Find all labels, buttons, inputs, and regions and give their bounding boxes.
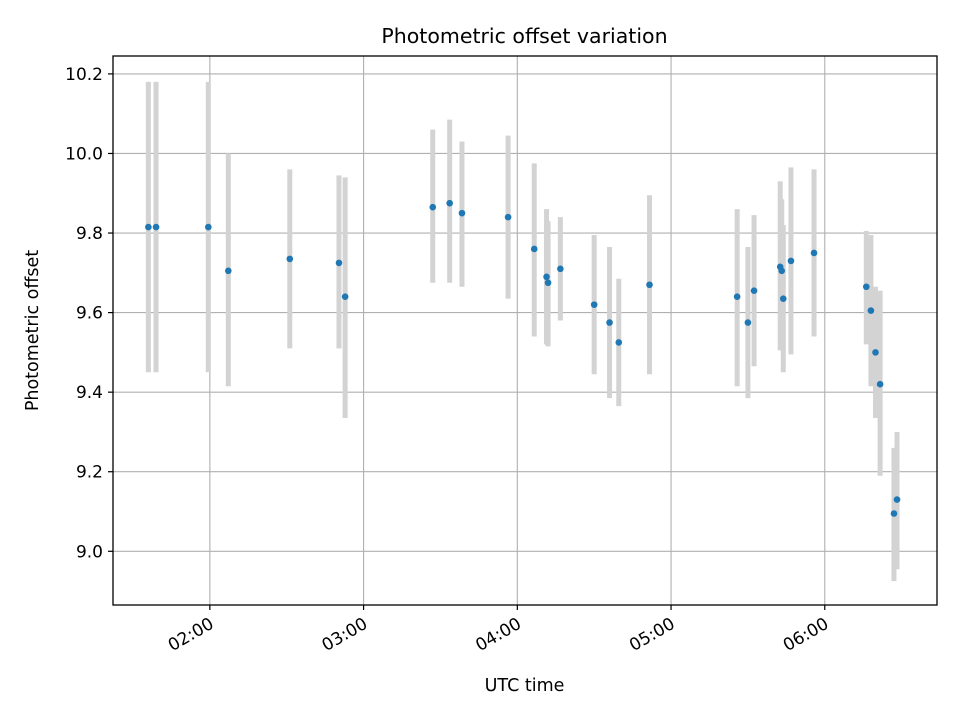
chart-title: Photometric offset variation xyxy=(381,24,667,48)
data-point xyxy=(750,287,758,295)
data-point xyxy=(779,295,787,302)
data-point xyxy=(530,245,538,253)
data-point xyxy=(544,279,552,287)
y-tick-label: 10.0 xyxy=(65,144,103,164)
data-point xyxy=(152,223,160,231)
data-point xyxy=(205,223,212,231)
grid xyxy=(113,56,937,605)
data-point xyxy=(862,283,870,291)
data-point xyxy=(893,496,901,503)
y-tick-label: 9.0 xyxy=(76,542,103,562)
data-point xyxy=(872,349,879,356)
data-point xyxy=(590,301,598,308)
data-point xyxy=(867,307,875,314)
data-point xyxy=(787,257,795,265)
y-tick-label: 10.2 xyxy=(65,65,103,85)
x-axis-title: UTC time xyxy=(485,676,565,696)
data-point xyxy=(744,319,752,326)
data-point xyxy=(504,213,512,221)
data-points xyxy=(145,199,901,517)
data-point xyxy=(615,339,623,346)
data-point xyxy=(145,223,152,231)
data-point xyxy=(286,255,294,263)
data-point xyxy=(446,199,453,207)
data-point xyxy=(810,249,818,257)
data-point xyxy=(543,273,550,281)
y-axis-title: Photometric offset xyxy=(23,250,43,411)
plot-frame xyxy=(112,55,938,606)
data-point xyxy=(890,510,898,517)
y-tick-label: 9.6 xyxy=(76,304,103,324)
data-point xyxy=(778,267,786,275)
data-point xyxy=(335,259,343,267)
data-point xyxy=(458,209,466,217)
y-tick-label: 9.2 xyxy=(76,463,103,483)
data-point xyxy=(876,380,884,388)
y-axis-ticks: 9.0 9.2 9.4 9.6 9.8 10.0 10.2 xyxy=(65,65,113,562)
data-point xyxy=(606,319,613,326)
data-point xyxy=(733,293,741,300)
y-tick-label: 9.4 xyxy=(76,383,103,403)
data-point xyxy=(429,203,437,211)
data-point xyxy=(224,267,232,275)
data-point xyxy=(341,293,349,300)
data-point xyxy=(646,281,653,289)
data-point xyxy=(557,265,564,273)
y-tick-label: 9.8 xyxy=(76,224,103,244)
